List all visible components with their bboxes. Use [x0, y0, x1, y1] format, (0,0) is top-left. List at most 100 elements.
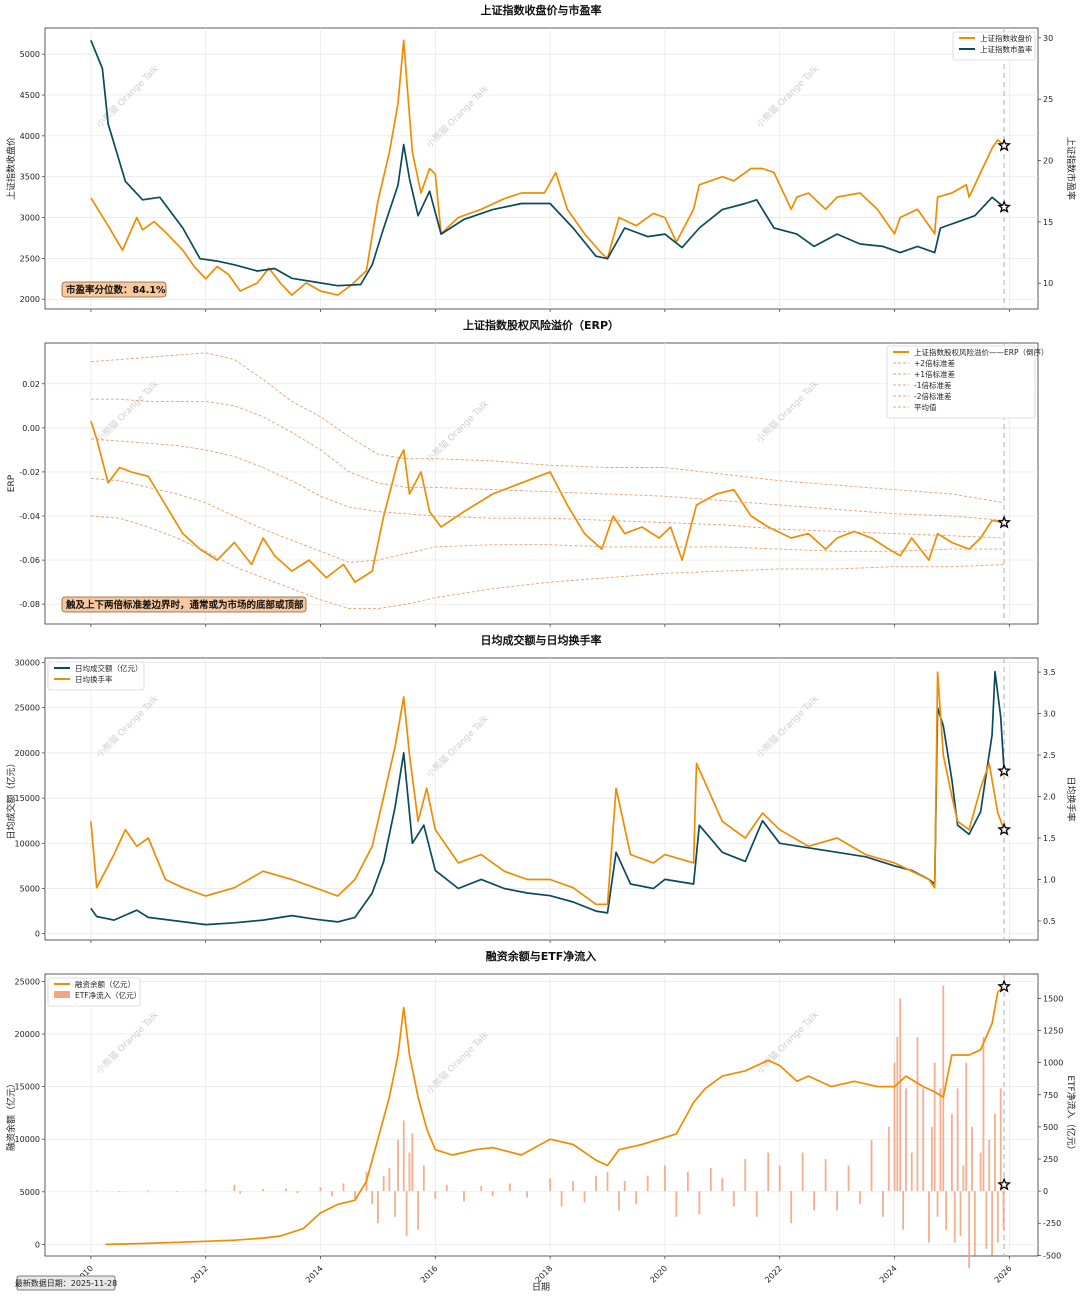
y-tick-label: -0.06: [19, 556, 40, 565]
etf-bar: [922, 1088, 925, 1192]
y2-tick-label: 0: [1043, 1187, 1048, 1196]
y2-tick-label: -250: [1043, 1219, 1061, 1228]
end-marker-star: [997, 763, 1012, 777]
y-tick-label: 0: [35, 1240, 40, 1249]
etf-bar: [560, 1191, 563, 1207]
x-tick-label: 2024: [878, 1264, 899, 1285]
etf-bar: [526, 1191, 529, 1198]
y2-tick-label: 2.0: [1043, 793, 1056, 802]
etf-bar: [905, 1088, 907, 1192]
etf-bar: [893, 1062, 896, 1192]
legend-label: +2倍标准差: [914, 358, 956, 368]
etf-bar: [686, 1171, 689, 1192]
etf-bar: [755, 1191, 758, 1217]
etf-bar: [463, 1191, 465, 1202]
y2-tick-label: 15: [1043, 218, 1053, 227]
etf-bar: [595, 1175, 597, 1192]
etf-bar: [999, 1088, 1002, 1192]
etf-bar: [859, 1191, 861, 1204]
legend-label: 上证指数市盈率: [980, 44, 1033, 54]
etf-bar: [646, 1175, 649, 1192]
x-tick-label: 2022: [763, 1264, 784, 1285]
x-tick-label: 2020: [648, 1264, 669, 1285]
etf-bar: [933, 1062, 936, 1192]
etf-bar: [979, 1152, 982, 1192]
y-axis-label: 日均成交额（亿元）: [5, 758, 17, 839]
etf-bar: [147, 1190, 150, 1192]
etf-bar: [910, 1152, 913, 1192]
etf-bar: [956, 1088, 959, 1192]
etf-bar: [953, 1191, 956, 1243]
y2-axis-label: 上证指数市盈率: [1065, 137, 1077, 200]
etf-bar: [397, 1139, 399, 1192]
y-tick-label: 20000: [15, 1030, 40, 1039]
y-tick-label: 4500: [20, 91, 40, 100]
etf-bar: [896, 1036, 899, 1192]
etf-bar: [991, 1191, 993, 1256]
etf-bar: [813, 1191, 816, 1211]
y2-tick-label: 1.0: [1043, 875, 1056, 884]
etf-bar: [709, 1167, 712, 1192]
y-tick-label: 10000: [15, 839, 40, 848]
y2-tick-label: 3.5: [1043, 668, 1056, 677]
etf-bar: [930, 1126, 933, 1192]
end-marker-star: [997, 822, 1012, 836]
etf-bar: [388, 1167, 391, 1192]
etf-bar: [354, 1191, 356, 1199]
y-tick-label: 15000: [15, 794, 40, 803]
y-tick-label: 10000: [15, 1135, 40, 1144]
etf-bar: [394, 1191, 397, 1217]
etf-bar: [176, 1191, 178, 1192]
y-tick-label: 3000: [20, 214, 40, 223]
etf-bar: [623, 1180, 626, 1192]
plot-area-p4: [44, 973, 1039, 1257]
end-marker-star: [997, 138, 1012, 152]
etf-bar: [204, 1189, 207, 1192]
etf-bar: [916, 1036, 919, 1192]
etf-bar: [939, 1088, 942, 1192]
end-marker-star: [997, 1177, 1012, 1191]
panel-title: 日均成交额与日均换手率: [481, 633, 602, 647]
etf-bar: [744, 1159, 747, 1192]
etf-bar: [572, 1180, 574, 1192]
etf-bar: [994, 1114, 996, 1192]
etf-bar: [982, 1036, 985, 1192]
y-tick-label: 0: [35, 930, 40, 939]
etf-bar: [371, 1191, 374, 1204]
plot-area-p3: [44, 657, 1039, 941]
annotation-text: 触及上下两倍标准差边界时，通常或为市场的底部或顶部: [65, 599, 304, 611]
y2-tick-label: -500: [1043, 1251, 1061, 1260]
series-line: [90, 398, 1005, 521]
etf-bar: [606, 1171, 609, 1192]
etf-bar: [118, 1191, 121, 1192]
y-tick-label: 2500: [20, 254, 40, 263]
y-axis-label: 上证指数收盘价: [5, 137, 17, 200]
y2-tick-label: 20: [1043, 157, 1053, 166]
legend-box: [47, 661, 145, 691]
annotation-box: [61, 596, 307, 613]
etf-bar: [434, 1191, 437, 1199]
y2-tick-label: 10: [1043, 279, 1053, 288]
etf-bar: [721, 1178, 724, 1192]
legend-label: -1倍标准差: [914, 380, 952, 390]
series-line: [90, 39, 1005, 296]
etf-bar: [936, 1191, 939, 1217]
etf-bar: [951, 1114, 953, 1192]
data-date-label: 最新数据日期：2025-11-28: [15, 1278, 118, 1288]
y-tick-label: 0.00: [22, 424, 40, 433]
etf-bar: [422, 1165, 425, 1192]
legend-label: -2倍标准差: [914, 391, 952, 401]
etf-bar: [417, 1191, 419, 1230]
etf-bar: [882, 1191, 884, 1217]
legend-swatch: [54, 991, 70, 998]
x-axis-label: 日期: [532, 1282, 550, 1293]
legend-label: +1倍标准差: [914, 369, 956, 379]
etf-bar: [664, 1165, 666, 1192]
etf-bar: [95, 1190, 98, 1192]
x-tick-label: 2018: [534, 1264, 555, 1285]
etf-bar: [968, 1191, 971, 1269]
y2-tick-label: 1500: [1043, 994, 1063, 1003]
etf-bar: [973, 1191, 976, 1256]
end-marker-star: [997, 979, 1012, 993]
